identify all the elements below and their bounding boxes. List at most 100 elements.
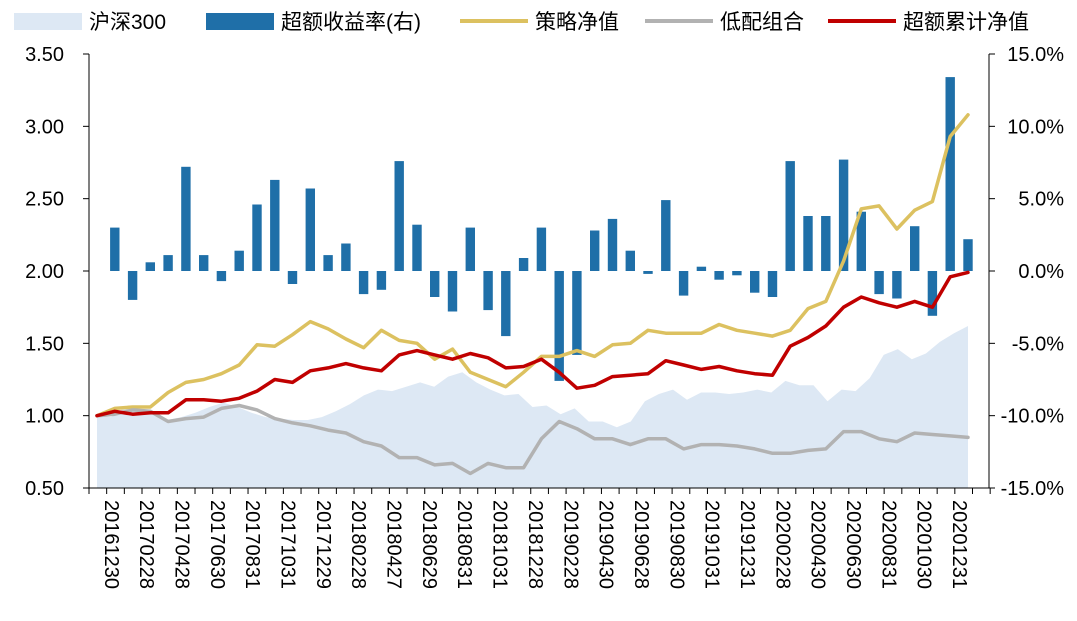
- excess-return-bar: [270, 179, 280, 271]
- excess-return-bar: [856, 211, 866, 271]
- x-tick-label-group: 20190228: [559, 500, 581, 589]
- legend-label: 超额累计净值: [903, 11, 1029, 34]
- x-tick-label-group: 20180831: [453, 500, 475, 589]
- x-tick-label-group: 20190830: [665, 500, 687, 589]
- excess-return-bar: [341, 243, 351, 271]
- excess-return-bar: [252, 204, 262, 271]
- excess-return-bar: [945, 77, 955, 271]
- x-tick-label-group: 20170831: [241, 500, 263, 589]
- legend-label: 沪深300: [89, 11, 166, 34]
- excess-return-bar: [750, 271, 760, 293]
- line-series-layer: [95, 113, 970, 476]
- strategy-nav-line: [95, 113, 970, 418]
- excess-return-bar: [394, 161, 404, 271]
- left-tick-label: 1.50: [25, 333, 64, 355]
- x-tick-label: 20180629: [418, 500, 440, 589]
- x-tick-label-group: 20190430: [595, 500, 617, 589]
- excess-return-bar: [287, 271, 298, 284]
- excess-return-bar: [821, 216, 831, 271]
- x-tick-label: 20181031: [489, 500, 511, 589]
- left-tick-label: 2.50: [25, 189, 64, 211]
- x-tick-label: 20170831: [241, 500, 263, 589]
- x-tick-label: 20180427: [383, 500, 405, 589]
- x-tick-label-group: 20170630: [206, 500, 228, 589]
- x-tick-label-group: 20180629: [418, 500, 440, 589]
- x-tick-label: 20200831: [877, 500, 899, 589]
- left-tick-label: 1.00: [25, 406, 64, 428]
- legend-cumulative-excess-nav: 超额累计净值: [828, 11, 1029, 34]
- x-tick-label: 20161230: [100, 500, 122, 589]
- excess-return-bar: [447, 271, 458, 312]
- x-tick-label-group: 20170228: [135, 500, 157, 589]
- excess-return-bar: [199, 255, 209, 271]
- x-tick-label-group: 20180427: [383, 500, 405, 589]
- excess-return-bars: [110, 77, 973, 381]
- legend-hs300: 沪深300: [14, 11, 166, 34]
- excess-return-bar: [696, 266, 707, 271]
- x-tick-label-group: 20201030: [913, 500, 935, 589]
- x-tick-label-group: 20191031: [701, 500, 723, 589]
- excess-return-bar: [910, 226, 920, 271]
- x-tick-label: 20170630: [206, 500, 228, 589]
- excess-return-bar: [536, 227, 547, 271]
- excess-return-bar: [838, 159, 849, 271]
- excess-return-bar: [181, 166, 191, 271]
- excess-return-bar: [163, 255, 173, 271]
- excess-return-bar: [216, 271, 227, 282]
- x-tick-label-group: 20200831: [877, 500, 899, 589]
- low-allocation-line: [95, 403, 970, 476]
- excess-return-bar: [110, 227, 120, 271]
- legend-label: 超额收益率(右): [281, 11, 421, 34]
- right-tick-label: -10.0%: [1001, 406, 1065, 428]
- left-tick-label: 0.50: [25, 478, 64, 500]
- x-tick-label: 20200430: [807, 500, 829, 589]
- excess-return-bar: [803, 216, 813, 271]
- excess-return-bar: [323, 255, 333, 271]
- x-tick-label: 20181228: [524, 500, 546, 589]
- x-tick-label-group: 20201231: [948, 500, 970, 589]
- excess-return-bar: [518, 258, 529, 271]
- excess-return-bar: [678, 271, 689, 296]
- excess-return-bar: [234, 250, 244, 271]
- excess-return-bar: [661, 200, 671, 271]
- excess-return-bar: [767, 271, 778, 297]
- legend-swatch: [14, 13, 82, 30]
- excess-return-bar: [358, 271, 369, 295]
- excess-return-bar: [643, 271, 653, 274]
- x-tick-label: 20190430: [595, 500, 617, 589]
- legend-low-allocation: 低配组合: [645, 11, 804, 34]
- excess-return-bar: [127, 271, 138, 300]
- x-tick-label-group: 20171031: [277, 500, 299, 589]
- legend-label: 策略净值: [535, 11, 619, 34]
- x-tick-label: 20201030: [913, 500, 935, 589]
- legend: 沪深300 超额收益率(右) 策略净值 低配组合 超额累计净值: [14, 11, 1029, 34]
- excess-return-bar: [714, 271, 724, 280]
- x-tick-label-group: 20180228: [347, 500, 369, 589]
- x-tick-label: 20170228: [135, 500, 157, 589]
- excess-return-bar: [145, 262, 155, 271]
- excess-return-bar: [590, 230, 600, 271]
- left-tick-label: 2.00: [25, 261, 64, 283]
- excess-return-bar: [963, 239, 973, 271]
- x-tick-label-group: 20190628: [630, 500, 652, 589]
- excess-return-bar: [572, 271, 582, 355]
- x-tick-label: 20180228: [347, 500, 369, 589]
- excess-return-bar: [501, 271, 511, 337]
- legend-label: 低配组合: [720, 11, 804, 34]
- x-tick-label: 20191231: [736, 500, 758, 589]
- right-tick-label: 10.0%: [1007, 116, 1064, 138]
- right-tick-label: -5.0%: [1012, 333, 1064, 355]
- excess-return-bar: [874, 271, 884, 295]
- excess-return-bar: [892, 271, 902, 299]
- excess-return-bar: [465, 227, 475, 271]
- excess-return-bar: [483, 271, 493, 311]
- legend-swatch: [206, 13, 274, 30]
- excess-return-bar: [430, 271, 440, 297]
- x-tick-label-group: 20191231: [736, 500, 758, 589]
- x-tick-label-group: 20200630: [842, 500, 864, 589]
- right-tick-label: 5.0%: [1018, 189, 1064, 211]
- x-tick-label-group: 20181228: [524, 500, 546, 589]
- x-tick-label: 20190830: [665, 500, 687, 589]
- x-tick-label: 20190628: [630, 500, 652, 589]
